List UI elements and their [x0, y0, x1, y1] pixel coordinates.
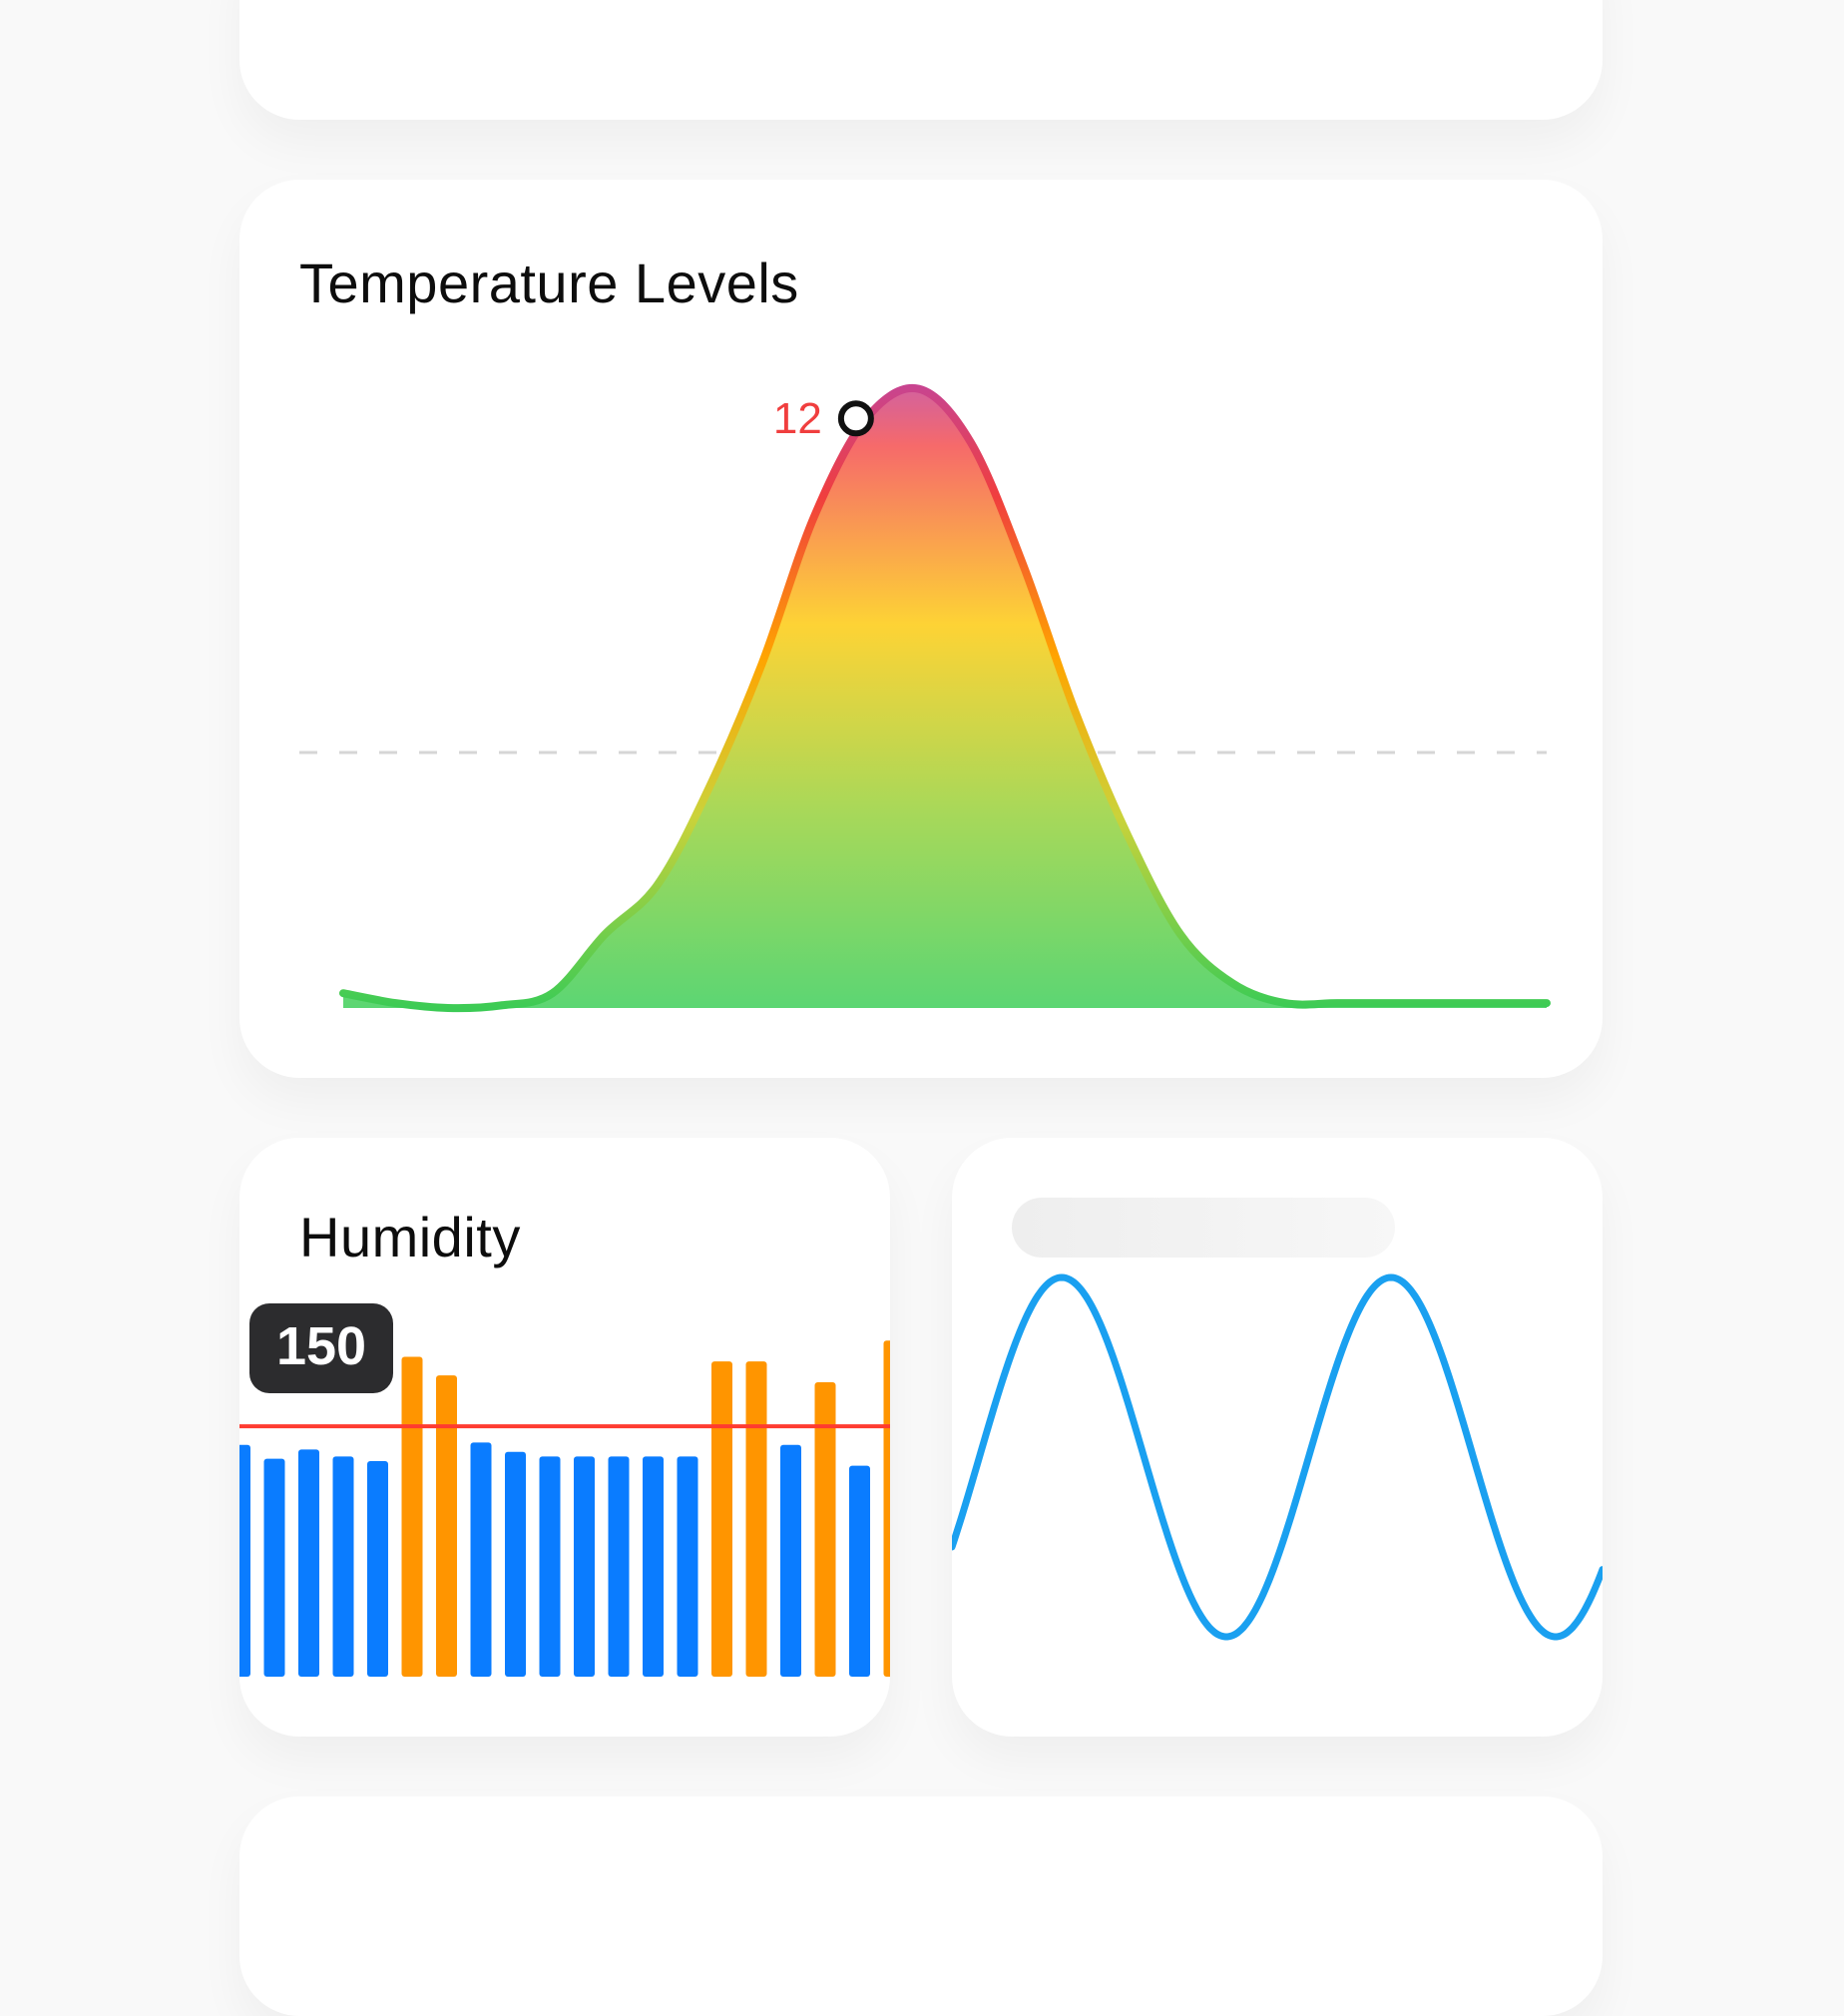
humidity-bar — [263, 1458, 285, 1677]
wave-title-placeholder — [1012, 1198, 1395, 1258]
humidity-title: Humidity — [299, 1206, 521, 1268]
humidity-bars — [239, 1340, 890, 1677]
humidity-bar — [539, 1456, 561, 1677]
humidity-bar — [677, 1456, 698, 1677]
temperature-chart[interactable]: 12 — [239, 180, 1603, 1078]
humidity-bar — [505, 1451, 526, 1677]
humidity-bar — [883, 1340, 890, 1677]
temperature-title: Temperature Levels — [299, 252, 799, 314]
humidity-bar — [849, 1465, 870, 1677]
humidity-bar — [332, 1456, 354, 1677]
top-card — [239, 0, 1603, 120]
wave-card — [952, 1138, 1603, 1737]
humidity-value-badge: 150 — [249, 1303, 393, 1393]
humidity-bar — [574, 1456, 595, 1677]
temperature-area — [343, 387, 1547, 1009]
bottom-card — [239, 1796, 1603, 2016]
humidity-card: Humidity 150 — [239, 1138, 890, 1737]
humidity-bar — [401, 1356, 423, 1677]
humidity-bar — [608, 1456, 630, 1677]
wave-chart[interactable] — [952, 1138, 1603, 1737]
humidity-bar — [643, 1456, 664, 1677]
humidity-bar — [745, 1361, 767, 1677]
humidity-bar — [711, 1361, 732, 1677]
humidity-bar — [470, 1442, 492, 1677]
temperature-peak-label: 12 — [773, 394, 822, 443]
wave-line — [952, 1273, 1603, 1641]
humidity-bar — [239, 1444, 250, 1677]
humidity-chart[interactable]: 150 — [239, 1138, 890, 1737]
temperature-peak-marker[interactable] — [837, 400, 874, 437]
humidity-bar — [814, 1382, 836, 1677]
humidity-badge-value: 150 — [276, 1316, 366, 1376]
humidity-bar — [436, 1375, 457, 1677]
temperature-card: Temperature Levels 12 — [239, 180, 1603, 1078]
humidity-bar — [780, 1444, 801, 1677]
temperature-line — [339, 383, 1551, 1013]
humidity-bar — [298, 1449, 319, 1677]
humidity-bar — [367, 1461, 388, 1677]
